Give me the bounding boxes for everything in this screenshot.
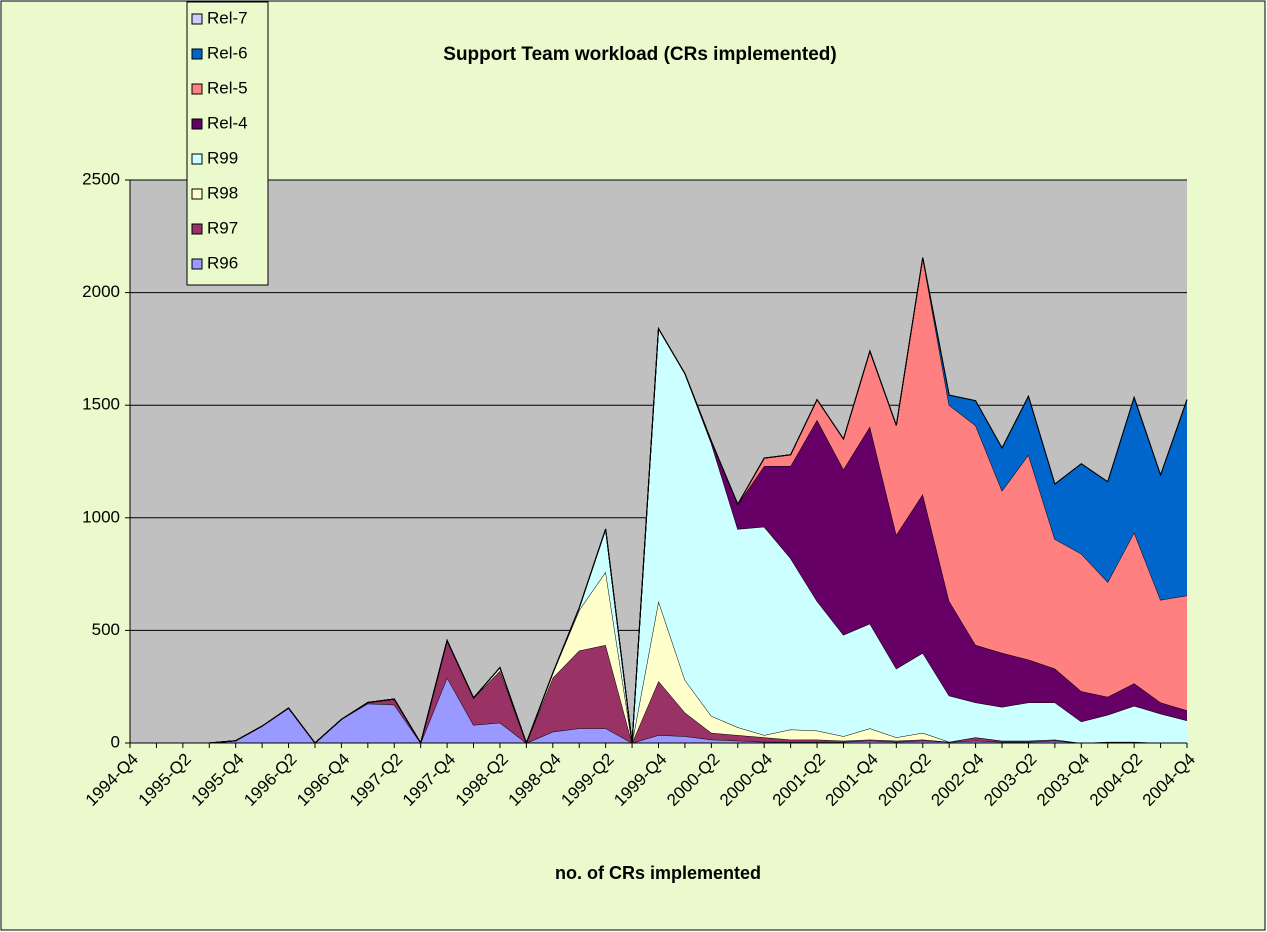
y-tick-label: 0: [111, 732, 120, 751]
y-tick-label: 2000: [82, 282, 120, 301]
legend-swatch: [191, 188, 203, 200]
legend-label: Rel-5: [207, 78, 248, 97]
y-tick-label: 1500: [82, 395, 120, 414]
area-fill: [130, 328, 1187, 743]
legend-label: R96: [207, 253, 238, 272]
legend-swatch: [191, 153, 203, 165]
legend-label: Rel-6: [207, 43, 248, 62]
area-line: [130, 257, 1188, 745]
area-fill: [130, 571, 1187, 743]
area-fill: [130, 677, 1187, 743]
x-axis-label: no. of CRs implemented: [555, 863, 761, 883]
legend-swatch: [191, 83, 203, 95]
chart-title: Support Team workload (CRs implemented): [443, 44, 836, 65]
y-tick-label: 1000: [82, 507, 120, 526]
y-tick-label: 500: [92, 620, 120, 639]
legend-swatch: [191, 118, 203, 130]
legend-swatch: [191, 258, 203, 270]
legend-label: Rel-7: [207, 8, 248, 27]
legend-swatch: [191, 13, 203, 25]
area-fill: [130, 257, 1187, 743]
area-fill: [130, 640, 1187, 743]
area-fill: [130, 328, 1187, 743]
legend-label: Rel-4: [207, 113, 248, 132]
legend-swatch: [191, 48, 203, 60]
legend-label: R99: [207, 148, 238, 167]
legend-label: R97: [207, 218, 238, 237]
legend-swatch: [191, 223, 203, 235]
legend-label: R98: [207, 183, 238, 202]
y-tick-label: 2500: [82, 169, 120, 188]
